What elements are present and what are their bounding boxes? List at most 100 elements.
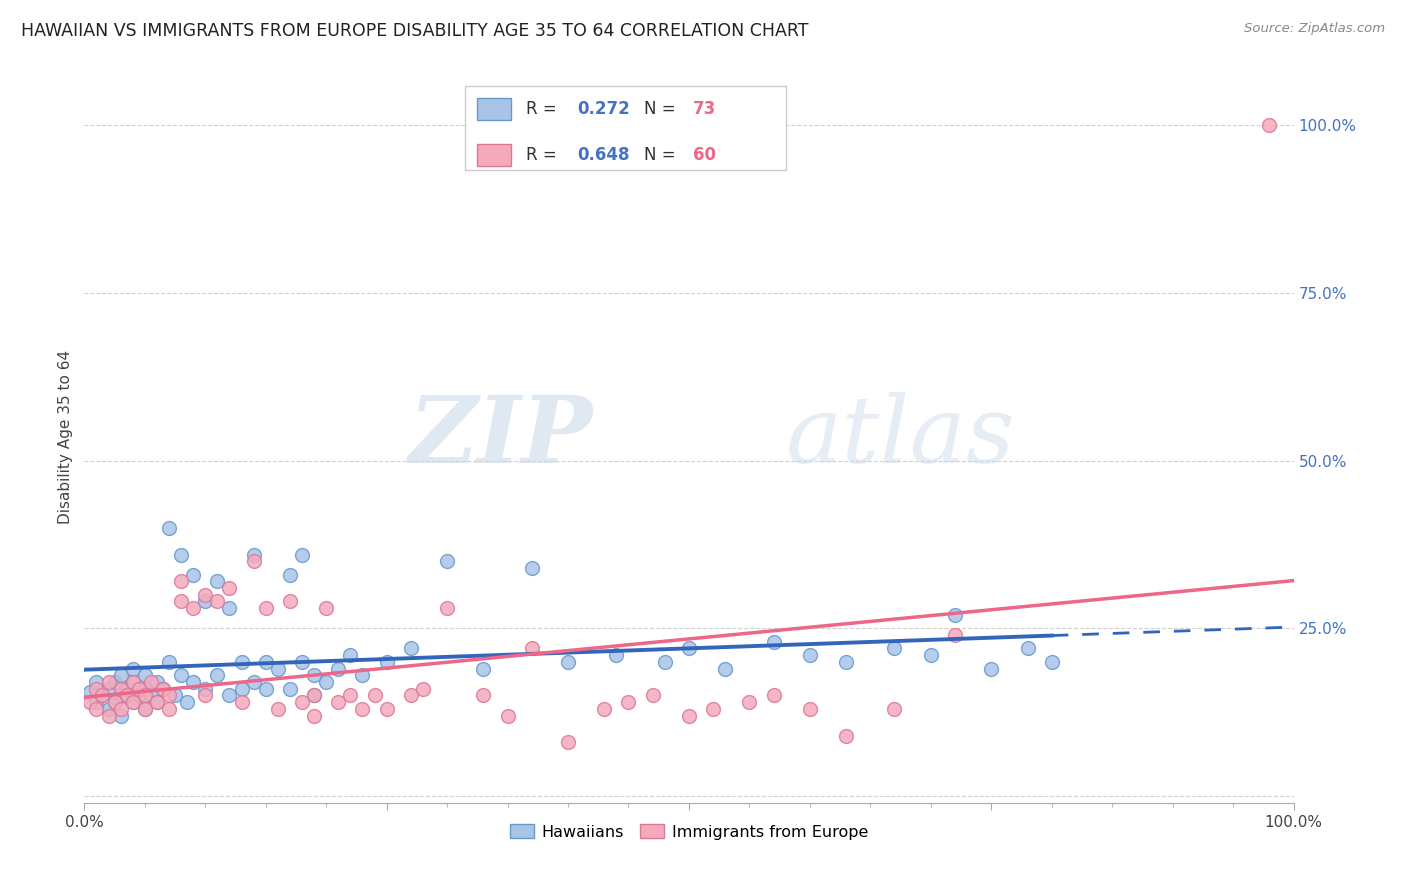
Point xyxy=(557,655,579,669)
Point xyxy=(375,702,398,716)
Point xyxy=(121,675,143,690)
Point xyxy=(472,689,495,703)
Point xyxy=(181,567,204,582)
Point xyxy=(157,689,180,703)
Point xyxy=(139,689,162,703)
Text: 73: 73 xyxy=(693,101,716,119)
Point xyxy=(110,689,132,703)
Point xyxy=(91,689,114,703)
Text: HAWAIIAN VS IMMIGRANTS FROM EUROPE DISABILITY AGE 35 TO 64 CORRELATION CHART: HAWAIIAN VS IMMIGRANTS FROM EUROPE DISAB… xyxy=(21,22,808,40)
Point xyxy=(134,689,156,703)
Point xyxy=(714,662,737,676)
Point xyxy=(302,689,325,703)
Point xyxy=(146,695,169,709)
Point xyxy=(176,695,198,709)
Point xyxy=(291,695,314,709)
Point xyxy=(328,662,350,676)
Point xyxy=(170,668,193,682)
Text: atlas: atlas xyxy=(786,392,1015,482)
Point xyxy=(79,695,101,709)
Text: R =: R = xyxy=(526,145,562,164)
Point xyxy=(339,689,361,703)
Point xyxy=(170,548,193,562)
Y-axis label: Disability Age 35 to 64: Disability Age 35 to 64 xyxy=(58,350,73,524)
Point xyxy=(134,681,156,696)
Point xyxy=(218,601,240,615)
Point xyxy=(231,681,253,696)
Point xyxy=(328,695,350,709)
Point xyxy=(520,641,543,656)
Bar xyxy=(478,144,512,166)
Point xyxy=(352,668,374,682)
Point xyxy=(702,702,724,716)
Text: Source: ZipAtlas.com: Source: ZipAtlas.com xyxy=(1244,22,1385,36)
Point xyxy=(152,681,174,696)
Point xyxy=(97,708,120,723)
Point xyxy=(134,702,156,716)
Point xyxy=(115,689,138,703)
Point xyxy=(291,655,314,669)
Point xyxy=(363,689,385,703)
Point xyxy=(799,702,821,716)
Point xyxy=(231,695,253,709)
Point xyxy=(181,601,204,615)
Point xyxy=(146,675,169,690)
Point xyxy=(254,681,277,696)
Point xyxy=(352,702,374,716)
Point xyxy=(278,594,301,608)
Point xyxy=(152,681,174,696)
Point xyxy=(86,702,108,716)
Point xyxy=(86,681,108,696)
Point xyxy=(121,675,143,690)
Point xyxy=(242,675,264,690)
Point xyxy=(115,681,138,696)
Point xyxy=(134,702,156,716)
Point xyxy=(1040,655,1063,669)
Point xyxy=(267,702,290,716)
Point xyxy=(302,708,325,723)
Point xyxy=(678,708,700,723)
Text: N =: N = xyxy=(644,101,681,119)
Point xyxy=(139,675,162,690)
Point xyxy=(104,675,127,690)
Point xyxy=(194,681,217,696)
Point xyxy=(134,668,156,682)
Point xyxy=(835,655,858,669)
Point xyxy=(121,695,143,709)
Point xyxy=(242,548,264,562)
Text: R =: R = xyxy=(526,101,562,119)
Point xyxy=(91,689,114,703)
Point xyxy=(593,702,616,716)
Point xyxy=(883,641,905,656)
Point xyxy=(207,594,229,608)
Point xyxy=(617,695,640,709)
Point xyxy=(157,655,180,669)
Point xyxy=(104,695,127,709)
Point xyxy=(278,681,301,696)
Point xyxy=(1258,118,1281,132)
Point xyxy=(97,681,120,696)
Point xyxy=(520,561,543,575)
Point xyxy=(399,689,422,703)
Point xyxy=(436,554,458,568)
Point xyxy=(980,662,1002,676)
Point xyxy=(97,675,120,690)
Point xyxy=(835,729,858,743)
Legend: Hawaiians, Immigrants from Europe: Hawaiians, Immigrants from Europe xyxy=(503,818,875,846)
Point xyxy=(218,581,240,595)
Point xyxy=(557,735,579,749)
Point xyxy=(86,675,108,690)
Text: N =: N = xyxy=(644,145,681,164)
Point xyxy=(79,685,101,699)
Point xyxy=(302,689,325,703)
Point xyxy=(170,574,193,589)
Point xyxy=(121,695,143,709)
Point xyxy=(207,668,229,682)
Text: 60: 60 xyxy=(693,145,716,164)
Point xyxy=(339,648,361,662)
Point xyxy=(943,628,966,642)
Point xyxy=(762,634,785,648)
Point xyxy=(128,681,150,696)
Point xyxy=(375,655,398,669)
Point xyxy=(678,641,700,656)
